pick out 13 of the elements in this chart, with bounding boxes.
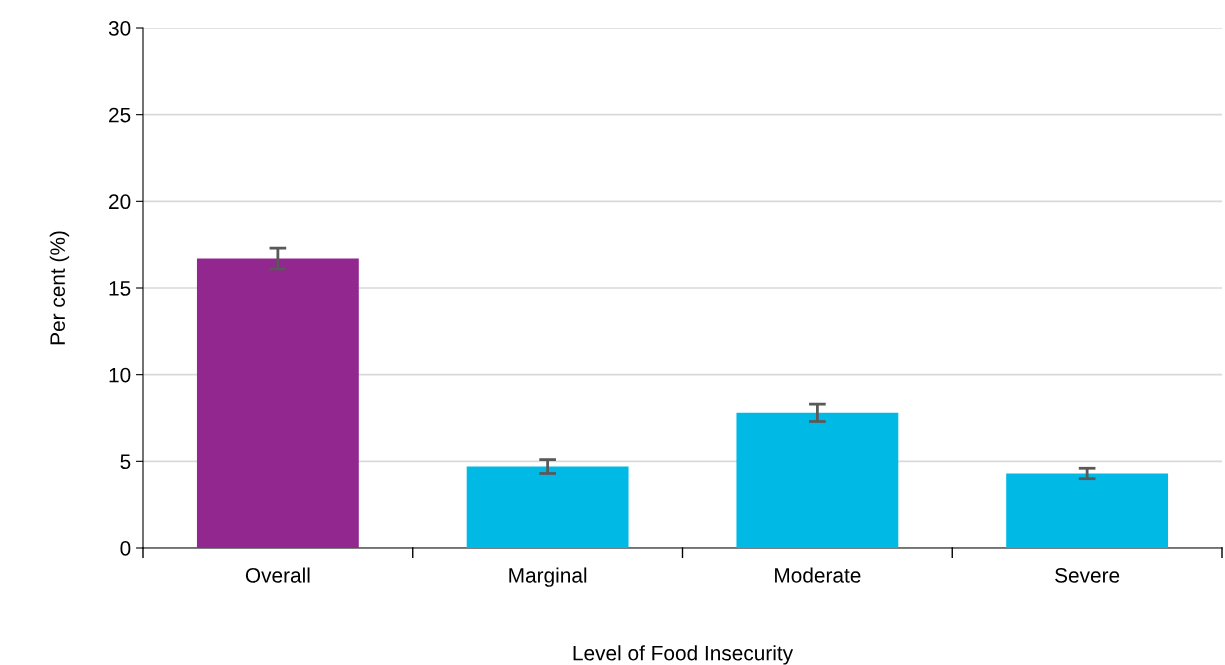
- y-axis-title: Per cent (%): [49, 231, 70, 345]
- x-axis-title: Level of Food Insecurity: [573, 645, 794, 665]
- y-tick-label: 30: [108, 21, 131, 36]
- y-tick-label: 5: [120, 454, 131, 470]
- y-tick-label: 25: [109, 107, 131, 123]
- y-tick-label: 0: [120, 541, 131, 556]
- y-tick-label: 15: [109, 281, 131, 296]
- y-tick-label: 20: [109, 194, 131, 210]
- x-tick-label: Moderate: [775, 567, 861, 583]
- x-tick-label: Overall: [245, 567, 310, 583]
- x-tick-label: Marginal: [509, 567, 587, 587]
- x-tick-label: Severe: [1055, 567, 1120, 583]
- y-tick-label: 10: [109, 367, 131, 383]
